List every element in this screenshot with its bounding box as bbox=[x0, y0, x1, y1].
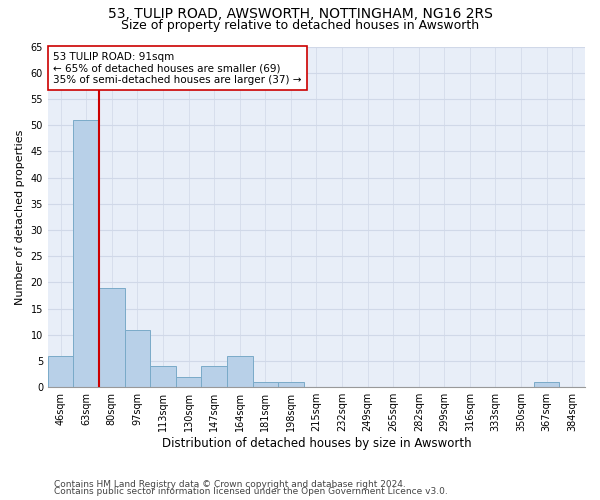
Text: Contains public sector information licensed under the Open Government Licence v3: Contains public sector information licen… bbox=[54, 488, 448, 496]
Text: 53 TULIP ROAD: 91sqm
← 65% of detached houses are smaller (69)
35% of semi-detac: 53 TULIP ROAD: 91sqm ← 65% of detached h… bbox=[53, 52, 302, 85]
Text: Contains HM Land Registry data © Crown copyright and database right 2024.: Contains HM Land Registry data © Crown c… bbox=[54, 480, 406, 489]
Bar bbox=[176, 376, 202, 387]
Bar bbox=[278, 382, 304, 387]
X-axis label: Distribution of detached houses by size in Awsworth: Distribution of detached houses by size … bbox=[161, 437, 471, 450]
Bar bbox=[99, 288, 125, 387]
Bar bbox=[202, 366, 227, 387]
Bar bbox=[253, 382, 278, 387]
Bar bbox=[534, 382, 559, 387]
Bar bbox=[125, 330, 150, 387]
Bar bbox=[150, 366, 176, 387]
Bar bbox=[73, 120, 99, 387]
Bar bbox=[48, 356, 73, 387]
Text: Size of property relative to detached houses in Awsworth: Size of property relative to detached ho… bbox=[121, 18, 479, 32]
Text: 53, TULIP ROAD, AWSWORTH, NOTTINGHAM, NG16 2RS: 53, TULIP ROAD, AWSWORTH, NOTTINGHAM, NG… bbox=[107, 8, 493, 22]
Bar bbox=[227, 356, 253, 387]
Y-axis label: Number of detached properties: Number of detached properties bbox=[15, 129, 25, 304]
